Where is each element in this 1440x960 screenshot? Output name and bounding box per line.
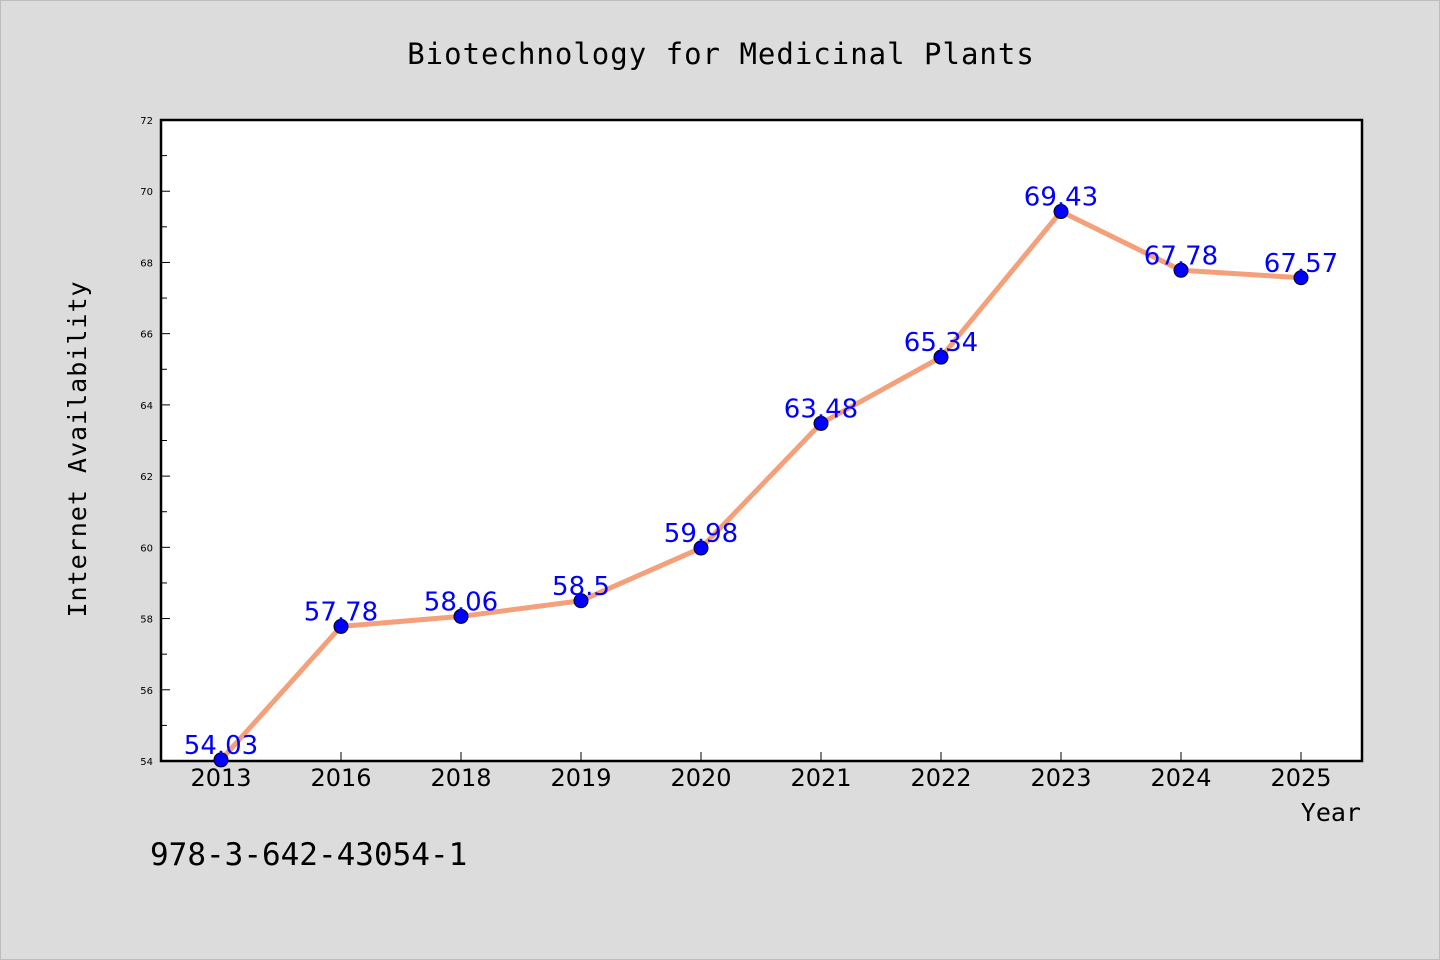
data-point-marker xyxy=(1173,262,1189,278)
y-tick-label: 68 xyxy=(140,258,153,269)
data-point-marker xyxy=(1053,204,1069,220)
data-point-marker xyxy=(453,608,469,624)
x-axis-label: Year xyxy=(1301,798,1361,827)
data-label: 58.5 xyxy=(552,572,610,602)
y-tick-label: 72 xyxy=(140,116,153,127)
x-tick-label: 2025 xyxy=(1270,764,1331,792)
y-tick-label: 60 xyxy=(140,543,153,554)
y-tick-label: 70 xyxy=(140,187,153,198)
data-point-marker xyxy=(573,593,589,609)
x-tick-label: 2020 xyxy=(670,764,731,792)
data-point-marker xyxy=(693,540,709,556)
x-tick-label: 2021 xyxy=(790,764,851,792)
data-point-marker xyxy=(813,415,829,431)
y-axis-label: Internet Availability xyxy=(63,280,92,617)
x-tick-label: 2022 xyxy=(910,764,971,792)
y-axis: 54 56 58 60 62 64 66 68 70 72 xyxy=(140,116,170,768)
data-label: 59.98 xyxy=(664,519,738,549)
y-tick-label: 54 xyxy=(140,757,153,768)
data-point-marker xyxy=(1293,270,1309,286)
data-point-marker xyxy=(213,752,229,768)
y-tick-label: 58 xyxy=(140,615,153,626)
data-label: 69.43 xyxy=(1024,183,1098,213)
y-tick-label: 62 xyxy=(140,472,153,483)
plot-area xyxy=(159,118,1364,763)
x-tick-label: 2023 xyxy=(1030,764,1091,792)
chart-title: Biotechnology for Medicinal Plants xyxy=(407,37,1035,71)
x-tick-label: 2016 xyxy=(310,764,371,792)
data-labels: 54.03 57.78 58.06 58.5 59.98 63.48 65.34 69.43 6… xyxy=(184,183,1338,761)
x-tick-label: 2024 xyxy=(1150,764,1211,792)
data-label: 67.57 xyxy=(1264,249,1338,279)
isbn-text: 978-3-642-43054-1 xyxy=(150,837,467,873)
data-markers xyxy=(213,204,1309,768)
series-line xyxy=(218,209,1304,763)
data-point-marker xyxy=(333,618,349,634)
y-tick-label: 64 xyxy=(140,401,153,412)
y-tick-label: 66 xyxy=(140,330,153,341)
data-label: 54.03 xyxy=(184,731,258,761)
x-tick-label: 2013 xyxy=(190,764,251,792)
data-label: 63.48 xyxy=(784,394,858,424)
x-tick-label: 2019 xyxy=(550,764,611,792)
data-label: 65.34 xyxy=(904,328,978,358)
data-label: 57.78 xyxy=(304,597,378,627)
series-line-group xyxy=(218,209,1304,763)
y-tick-label: 56 xyxy=(140,686,153,697)
data-label: 67.78 xyxy=(1144,241,1218,271)
data-point-marker xyxy=(933,349,949,365)
data-label: 58.06 xyxy=(424,587,498,617)
x-tick-label: 2018 xyxy=(430,764,491,792)
